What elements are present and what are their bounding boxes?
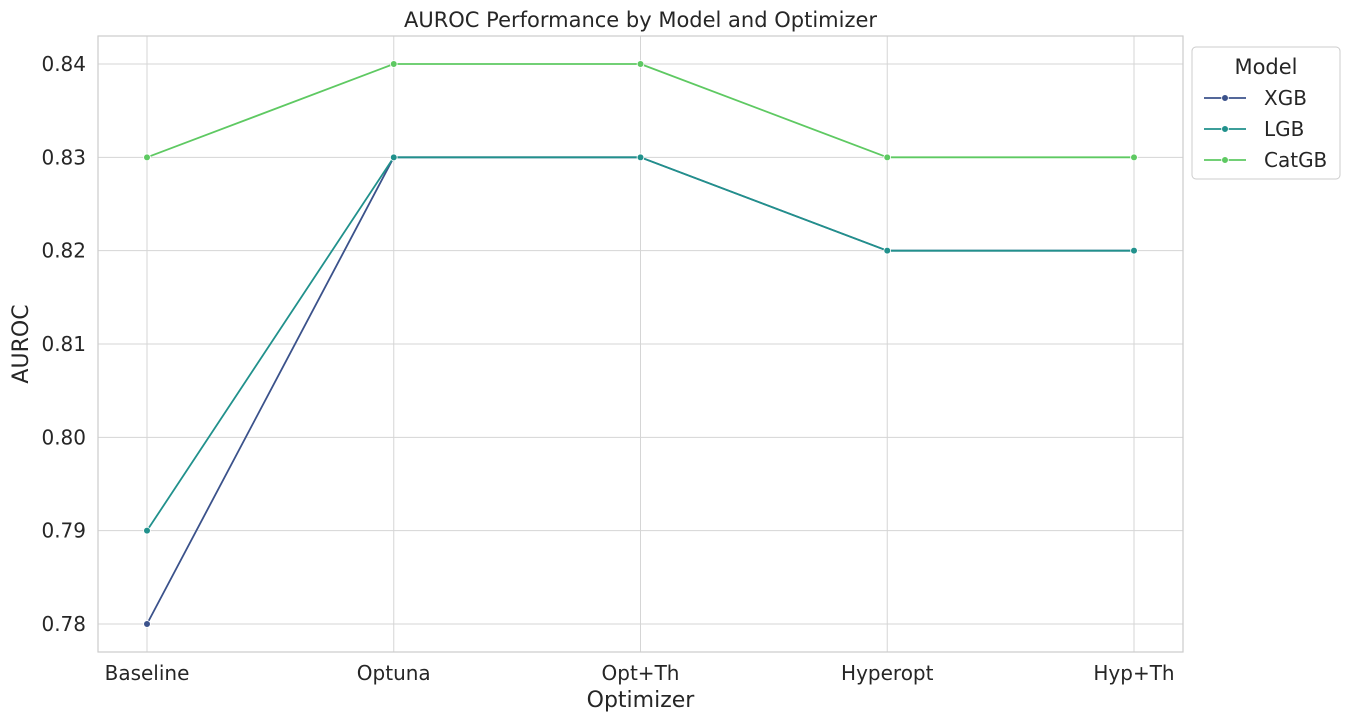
y-tick-labels: 0.78 0.79 0.80 0.81 0.82 0.83 0.84 (41, 52, 86, 636)
x-tick-label: Opt+Th (602, 661, 680, 685)
x-tick-label: Optuna (357, 661, 431, 685)
x-tick-label: Hyp+Th (1093, 661, 1174, 685)
data-point-lgb (143, 526, 151, 535)
y-axis-label: AUROC (9, 304, 34, 383)
series-catgb (143, 60, 1138, 162)
x-axis-label: Optimizer (587, 688, 696, 713)
legend: Model XGB LGB CatGB (1191, 46, 1341, 180)
data-point-lgb (636, 153, 645, 162)
y-tick-label: 0.82 (41, 239, 86, 263)
data-point-catgb (1130, 153, 1138, 162)
y-tick-label: 0.83 (41, 145, 86, 169)
data-point-catgb (389, 60, 398, 68)
series-lgb (143, 153, 1138, 535)
legend-item-catgb: CatGB (1204, 148, 1327, 172)
legend-item-lgb: LGB (1204, 117, 1304, 141)
legend-title: Model (1234, 55, 1297, 79)
data-point-xgb (143, 620, 151, 628)
legend-marker (1221, 125, 1229, 133)
series-layer (143, 60, 1138, 628)
x-tick-label: Hyperopt (841, 661, 934, 685)
legend-frame (1191, 46, 1341, 180)
x-tick-label: Baseline (105, 661, 190, 685)
data-point-lgb (1130, 246, 1138, 255)
x-tick-labels: Baseline Optuna Opt+Th Hyperopt Hyp+Th (105, 661, 1175, 685)
legend-label: XGB (1264, 86, 1307, 110)
data-point-lgb (883, 246, 892, 255)
y-tick-label: 0.80 (41, 425, 86, 449)
data-point-catgb (143, 153, 151, 162)
legend-entries: XGB LGB CatGB (1204, 86, 1327, 172)
plot-frame (97, 35, 1184, 653)
legend-marker (1221, 94, 1229, 102)
legend-item-xgb: XGB (1204, 86, 1307, 110)
chart-title: AUROC Performance by Model and Optimizer (404, 8, 877, 32)
y-tick-label: 0.79 (41, 519, 86, 543)
legend-label: CatGB (1264, 148, 1327, 172)
y-tick-label: 0.81 (41, 332, 86, 356)
legend-label: LGB (1264, 117, 1304, 141)
y-tick-label: 0.84 (41, 52, 86, 76)
y-tick-label: 0.78 (41, 612, 86, 636)
legend-marker (1221, 156, 1229, 164)
data-point-catgb (636, 60, 645, 68)
data-point-catgb (883, 153, 892, 162)
data-point-lgb (389, 153, 398, 162)
